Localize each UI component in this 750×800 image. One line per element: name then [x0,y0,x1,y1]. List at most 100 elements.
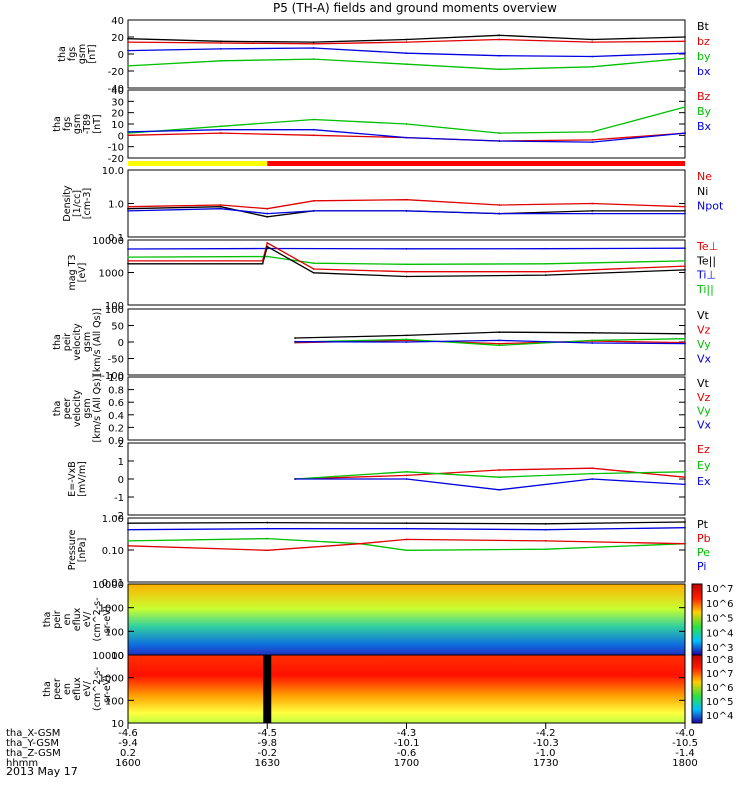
series-point [591,41,594,43]
series-point [127,49,129,52]
panel-frame [127,376,686,441]
colorbar-label: 10^7 [706,669,733,680]
time-axis-value: 1800 [672,758,697,769]
y-axis-label: E=-VxB[mV/m] [67,461,88,497]
series-point [405,338,408,341]
time-axis-value: 1630 [255,758,280,769]
series-point [498,488,501,491]
colorbar [691,583,703,656]
time-axis-value: -10.5 [672,738,698,749]
y-tick-label: 40 [111,16,124,27]
y-axis-label-line: [1/cc] [72,190,83,217]
panel-peer-vel: 1.0 0.80.6 0.40.2 0.0 thapeervelocitygsm[km/… [52,373,712,447]
y-axis-label-line: [mV/m] [77,461,88,497]
series-point [312,128,315,131]
series-point [405,136,408,139]
time-axis: tha_X-GSM -4.6 -4.5 -4.3 -4.2 -4.0 tha_Y-GSM -9… [6,723,698,769]
series-line-Ex [295,478,686,491]
series-point [498,140,501,142]
panel-density: 10.0 1.0 0.1 Density[1/cc][cm-3] Ne Ni Npot [62,166,724,244]
y-tick-label: 1000 [99,604,124,615]
series-point [219,125,222,128]
series-point [127,248,129,250]
y-tick-label: 20 [111,109,124,120]
panel-temp: 10000 1000 100 mag T3[eV] Te⊥Te|| Ti⊥Ti|| [67,236,718,312]
legend-item: Vz [697,391,711,404]
time-axis-value: -4.2 [536,728,556,739]
series-point [498,339,501,342]
series-point [266,255,269,258]
y-axis-label-line: (cm^2-s- [92,667,103,711]
y-axis-label-line: velocity [72,323,83,361]
series-point [591,38,594,41]
mode-bar-slow [128,161,268,166]
series-point [591,141,594,144]
series-line-Pe [127,537,686,551]
y-tick-label: 0.6 [108,398,124,409]
series-point [591,339,594,342]
time-axis-value: 1730 [533,758,558,769]
time-axis-value: -10.1 [394,738,420,749]
series-point [544,274,547,277]
y-tick-label: 100 [105,696,124,707]
series-point [684,337,686,340]
y-axis-label-line: tha [52,334,63,350]
series-point [591,202,594,205]
series-point [684,476,686,479]
legend-item: By [697,105,712,118]
y-tick-label: 100 [105,301,124,312]
legend-item: Vx [697,353,712,366]
series-point [544,548,547,551]
y-axis-label-line: mag T3 [67,255,78,291]
series-point [544,270,547,273]
series-point [312,41,315,43]
series-point [591,342,594,344]
series-point [498,331,501,333]
series-point [127,210,129,212]
series-point [498,342,501,345]
series-point [312,47,315,49]
legend-item: Vz [697,324,711,337]
series-point [684,132,686,134]
mode-bar [128,161,685,166]
time-axis-value: -9.8 [257,738,277,749]
colorbar-label: 10^6 [706,599,733,610]
spectrogram-fill [128,584,685,655]
y-axis-label-line: eflux [72,607,83,631]
y-axis-label-line: tha [52,116,63,132]
series-point [498,54,501,57]
y-tick-label: -50 [108,355,124,366]
series-point [684,265,686,268]
series-point [405,198,408,201]
series-point [127,539,129,542]
y-axis-label-line: [km/s (All Qs)] [92,308,103,376]
series-point [405,522,408,525]
y-axis-label-line: gsm [82,332,93,352]
series-point [312,262,315,265]
series-point [591,65,594,68]
series-point [591,138,594,141]
y-tick-label: 10 [111,651,124,662]
legend-item: Ne [697,170,712,183]
y-axis-label-line: gsm [72,114,83,134]
y-tick-label: 2 [118,439,124,450]
series-point [684,106,686,108]
series-point [591,210,594,212]
y-tick-label: -2 [114,511,124,522]
series-point [684,36,686,38]
series-point [266,207,269,210]
series-point [359,542,361,545]
time-axis-value: 1600 [115,758,140,769]
time-axis-value: -9.4 [118,738,138,749]
y-axis-label-line: gsm [82,398,93,418]
y-tick-label: 1 [118,457,124,468]
series-line-Ne [127,199,686,210]
legend-item: Bx [697,120,712,133]
y-tick-label: 50 [111,322,124,333]
y-axis-label-line: eV/ [82,680,93,696]
series-point [266,245,269,248]
y-tick-label: 0 [118,131,124,142]
y-tick-label: 10000 [92,236,124,247]
series-point [498,68,501,71]
y-axis-label-line: [km/s (All Qs)] [92,375,103,443]
